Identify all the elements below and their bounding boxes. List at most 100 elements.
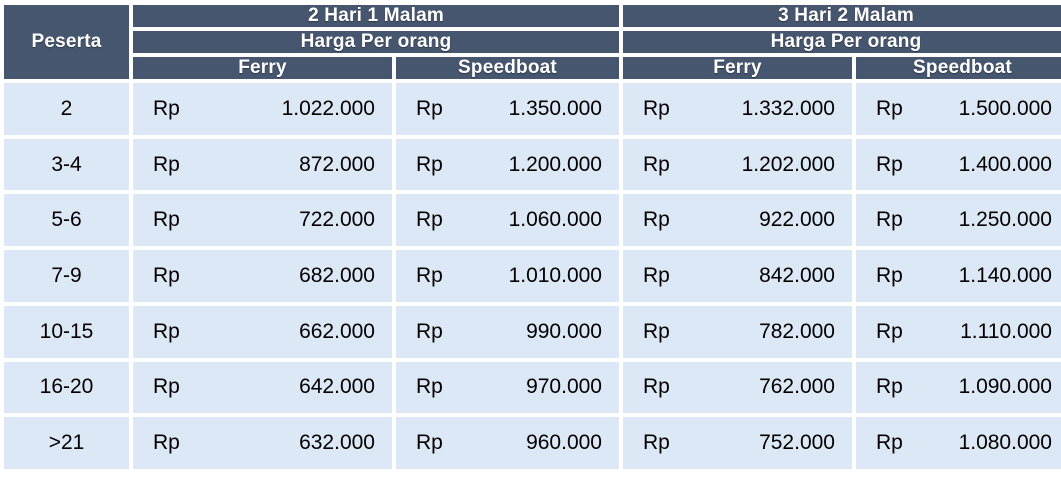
cell-price-p2-speedboat: Rp 1.110.000: [856, 305, 1061, 358]
table-row: >21 Rp 632.000 Rp 960.000 Rp: [4, 417, 1061, 469]
currency-label: Rp: [643, 375, 670, 399]
price-amount: 970.000: [526, 375, 602, 399]
currency-label: Rp: [876, 319, 903, 343]
currency-label: Rp: [876, 431, 903, 455]
currency-label: Rp: [153, 208, 180, 232]
cell-price-p1-ferry: Rp 662.000: [133, 305, 392, 358]
price-amount: 642.000: [299, 375, 375, 399]
cell-price-p1-speedboat: Rp 1.060.000: [396, 194, 619, 247]
header-package-1-ferry: Ferry: [133, 57, 392, 79]
cell-peserta: 10-15: [4, 305, 129, 358]
header-package-1: 2 Hari 1 Malam: [133, 5, 619, 27]
price-amount: 1.350.000: [508, 96, 602, 120]
currency-label: Rp: [876, 208, 903, 232]
price-amount: 1.332.000: [741, 96, 835, 120]
currency-label: Rp: [643, 431, 670, 455]
table-header: Peserta 2 Hari 1 Malam 3 Hari 2 Malam Ha…: [4, 5, 1061, 79]
currency-label: Rp: [876, 152, 903, 176]
cell-price-p1-ferry: Rp 1.022.000: [133, 83, 392, 135]
header-row-transport: Ferry Speedboat Ferry Speedboat: [4, 57, 1061, 79]
cell-peserta: 2: [4, 83, 129, 135]
header-package-2-ferry: Ferry: [623, 57, 852, 79]
cell-price-p2-speedboat: Rp 1.500.000: [856, 83, 1061, 135]
cell-peserta: 16-20: [4, 361, 129, 414]
currency-label: Rp: [643, 208, 670, 232]
price-amount: 1.110.000: [960, 319, 1052, 343]
cell-price-p2-speedboat: Rp 1.400.000: [856, 138, 1061, 191]
cell-price-p1-speedboat: Rp 1.200.000: [396, 138, 619, 191]
cell-price-p2-speedboat: Rp 1.250.000: [856, 194, 1061, 247]
currency-label: Rp: [876, 375, 903, 399]
price-amount: 722.000: [299, 208, 375, 232]
price-amount: 1.090.000: [958, 375, 1052, 399]
currency-label: Rp: [416, 319, 443, 343]
price-amount: 762.000: [759, 375, 835, 399]
table-row: 16-20 Rp 642.000 Rp 970.000 Rp: [4, 361, 1061, 414]
header-package-1-subtitle: Harga Per orang: [133, 31, 619, 53]
currency-label: Rp: [153, 319, 180, 343]
cell-price-p1-ferry: Rp 632.000: [133, 417, 392, 469]
cell-price-p2-ferry: Rp 1.202.000: [623, 138, 852, 191]
currency-label: Rp: [643, 96, 670, 120]
price-amount: 1.060.000: [508, 208, 602, 232]
table-body: 2 Rp 1.022.000 Rp 1.350.000 Rp: [4, 83, 1061, 469]
header-package-2-subtitle: Harga Per orang: [623, 31, 1061, 53]
cell-price-p1-ferry: Rp 722.000: [133, 194, 392, 247]
price-amount: 1.202.000: [741, 152, 835, 176]
currency-label: Rp: [876, 96, 903, 120]
price-amount: 1.140.000: [958, 263, 1052, 287]
header-row-subtitle: Harga Per orang Harga Per orang: [4, 31, 1061, 53]
table-row: 7-9 Rp 682.000 Rp 1.010.000 Rp: [4, 250, 1061, 302]
cell-price-p2-speedboat: Rp 1.090.000: [856, 361, 1061, 414]
cell-price-p1-speedboat: Rp 960.000: [396, 417, 619, 469]
cell-peserta: 5-6: [4, 194, 129, 247]
cell-price-p1-ferry: Rp 682.000: [133, 250, 392, 302]
currency-label: Rp: [643, 263, 670, 287]
header-package-1-speedboat: Speedboat: [396, 57, 619, 79]
price-amount: 682.000: [299, 263, 375, 287]
cell-peserta: 3-4: [4, 138, 129, 191]
price-amount: 662.000: [299, 319, 375, 343]
currency-label: Rp: [416, 263, 443, 287]
header-package-2-speedboat: Speedboat: [856, 57, 1061, 79]
cell-peserta: >21: [4, 417, 129, 469]
price-amount: 842.000: [759, 263, 835, 287]
cell-price-p2-ferry: Rp 762.000: [623, 361, 852, 414]
cell-price-p1-speedboat: Rp 1.010.000: [396, 250, 619, 302]
cell-price-p2-ferry: Rp 842.000: [623, 250, 852, 302]
price-amount: 1.500.000: [958, 96, 1052, 120]
cell-price-p1-speedboat: Rp 970.000: [396, 361, 619, 414]
cell-price-p2-ferry: Rp 782.000: [623, 305, 852, 358]
cell-peserta: 7-9: [4, 250, 129, 302]
currency-label: Rp: [876, 263, 903, 287]
price-amount: 1.200.000: [508, 152, 602, 176]
cell-price-p1-ferry: Rp 872.000: [133, 138, 392, 191]
currency-label: Rp: [153, 96, 180, 120]
header-row-package: Peserta 2 Hari 1 Malam 3 Hari 2 Malam: [4, 5, 1061, 79]
header-package-2: 3 Hari 2 Malam: [623, 5, 1061, 27]
currency-label: Rp: [416, 208, 443, 232]
cell-price-p1-speedboat: Rp 990.000: [396, 305, 619, 358]
currency-label: Rp: [643, 152, 670, 176]
currency-label: Rp: [153, 152, 180, 176]
price-amount: 922.000: [759, 208, 835, 232]
price-amount: 752.000: [759, 431, 835, 455]
table-row: 10-15 Rp 662.000 Rp 990.000 Rp: [4, 305, 1061, 358]
price-amount: 782.000: [759, 319, 835, 343]
price-amount: 872.000: [299, 152, 375, 176]
price-amount: 632.000: [299, 431, 375, 455]
currency-label: Rp: [153, 431, 180, 455]
price-amount: 1.250.000: [958, 208, 1052, 232]
currency-label: Rp: [643, 319, 670, 343]
table-row: 5-6 Rp 722.000 Rp 1.060.000 Rp: [4, 194, 1061, 247]
cell-price-p1-speedboat: Rp 1.350.000: [396, 83, 619, 135]
currency-label: Rp: [416, 431, 443, 455]
price-amount: 960.000: [526, 431, 602, 455]
price-amount: 1.010.000: [508, 263, 602, 287]
cell-price-p2-speedboat: Rp 1.080.000: [856, 417, 1061, 469]
cell-price-p2-ferry: Rp 752.000: [623, 417, 852, 469]
currency-label: Rp: [416, 152, 443, 176]
price-amount: 1.022.000: [281, 96, 375, 120]
